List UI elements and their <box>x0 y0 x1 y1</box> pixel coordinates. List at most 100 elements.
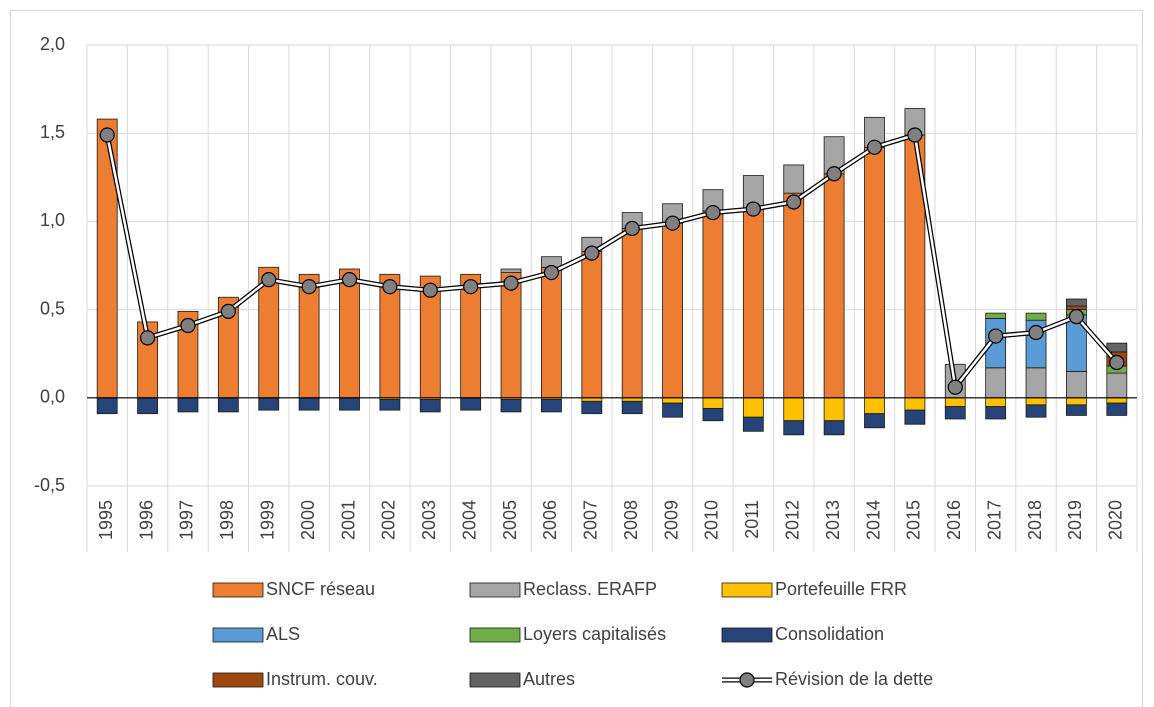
bar-segment <box>662 402 683 418</box>
y-tick-label: 0,0 <box>40 387 65 407</box>
line-marker <box>584 245 600 261</box>
bar-segment <box>783 164 805 194</box>
bar-segment <box>904 397 926 411</box>
bar-segment <box>217 397 239 413</box>
x-tick-label: 2008 <box>621 500 641 540</box>
x-tick-label: 2011 <box>742 500 762 539</box>
line-marker <box>947 379 963 395</box>
line-marker <box>422 282 438 298</box>
legend-label: ALS <box>266 624 300 644</box>
legend-swatch <box>469 582 521 598</box>
bar-segment <box>339 397 360 411</box>
bar-segment <box>783 192 805 399</box>
legend-label: Loyers capitalisés <box>523 624 666 644</box>
bar-segment <box>944 406 966 420</box>
bar-segment <box>864 397 885 415</box>
y-tick-label: 1,0 <box>40 210 65 230</box>
x-tick-label: 2013 <box>823 500 843 540</box>
bar-segment <box>500 268 522 273</box>
legend-label: Portefeuille FRR <box>775 579 907 599</box>
y-tick-label: 2,0 <box>40 34 65 54</box>
line-marker <box>1028 324 1044 341</box>
x-tick-label: 2012 <box>782 500 802 540</box>
bar-segment <box>783 397 805 422</box>
bar-segment <box>742 208 764 399</box>
legend-label: Consolidation <box>775 624 884 644</box>
bar-segment <box>1025 404 1047 418</box>
line-marker <box>261 272 277 288</box>
bar-segment <box>985 397 1007 408</box>
bar-segment <box>742 397 764 418</box>
legend-swatch <box>212 672 264 688</box>
legend-swatch <box>721 627 773 643</box>
bar-segment <box>702 397 724 409</box>
line-marker <box>745 201 761 217</box>
bar-segment <box>864 413 885 429</box>
bar-segment <box>581 400 603 415</box>
legend-label: Instrum. couv. <box>266 669 378 689</box>
x-tick-label: 2018 <box>1025 500 1045 540</box>
bar-segment <box>137 397 158 415</box>
bar-segment <box>783 420 805 436</box>
bar-segment <box>419 399 441 413</box>
bar-segment <box>904 409 926 425</box>
y-tick-label: 0,5 <box>40 298 65 318</box>
line-marker <box>1109 354 1125 371</box>
bar-segment <box>1106 397 1128 404</box>
bar-segment <box>985 367 1007 399</box>
y-tick-label: 1,5 <box>40 122 65 142</box>
line-marker <box>503 275 519 291</box>
legend-swatch <box>469 627 521 643</box>
bar-segment <box>379 399 401 411</box>
x-tick-label: 1997 <box>177 500 197 540</box>
x-tick-label: 2006 <box>540 500 560 540</box>
bar-segment <box>702 407 724 422</box>
line-marker <box>705 204 721 221</box>
line-marker <box>180 317 196 334</box>
legend-swatch <box>212 582 264 598</box>
line-marker <box>220 303 236 319</box>
bar-segment <box>500 272 522 399</box>
x-tick-label: 2016 <box>944 500 964 540</box>
bar-segment <box>621 228 643 399</box>
x-tick-label: 2009 <box>661 500 681 540</box>
bar-segment <box>823 420 845 436</box>
y-tick-label: -0,5 <box>34 475 65 495</box>
bar-segment <box>1106 372 1128 399</box>
bar-segment <box>662 397 683 404</box>
x-tick-label: 2000 <box>298 500 318 540</box>
bar-segment <box>662 222 683 399</box>
bar-segment <box>177 397 199 413</box>
bar-segment <box>500 399 522 413</box>
x-tick-label: 1999 <box>257 500 277 540</box>
bar-segment <box>339 268 360 399</box>
legend-label: Révision de la dette <box>775 669 933 689</box>
line-marker <box>786 194 802 210</box>
bar-segment <box>258 397 280 411</box>
bar-segment <box>298 397 320 411</box>
x-tick-label: 2004 <box>459 500 479 540</box>
x-tick-label: 2010 <box>702 500 722 540</box>
line-marker <box>1068 309 1085 325</box>
legend-swatch <box>212 627 264 643</box>
x-tick-label: 1996 <box>136 500 156 540</box>
line-marker <box>988 328 1004 344</box>
legend-marker <box>739 672 755 688</box>
bar-segment <box>985 312 1007 319</box>
bar-segment <box>1025 312 1047 321</box>
legend-swatch <box>721 582 773 598</box>
x-tick-label: 2003 <box>419 500 439 540</box>
line-marker <box>664 215 681 231</box>
line-marker <box>543 264 560 281</box>
bar-segment <box>1066 404 1087 416</box>
x-tick-label: 2007 <box>581 500 601 540</box>
x-tick-label: 2005 <box>500 500 520 540</box>
bar-segment <box>1106 402 1128 416</box>
bar-segment <box>742 416 764 432</box>
legend-label: Reclass. ERAFP <box>523 579 657 599</box>
chart-border <box>10 10 1143 707</box>
legend-label: Autres <box>523 669 575 689</box>
bar-segment <box>823 397 845 422</box>
